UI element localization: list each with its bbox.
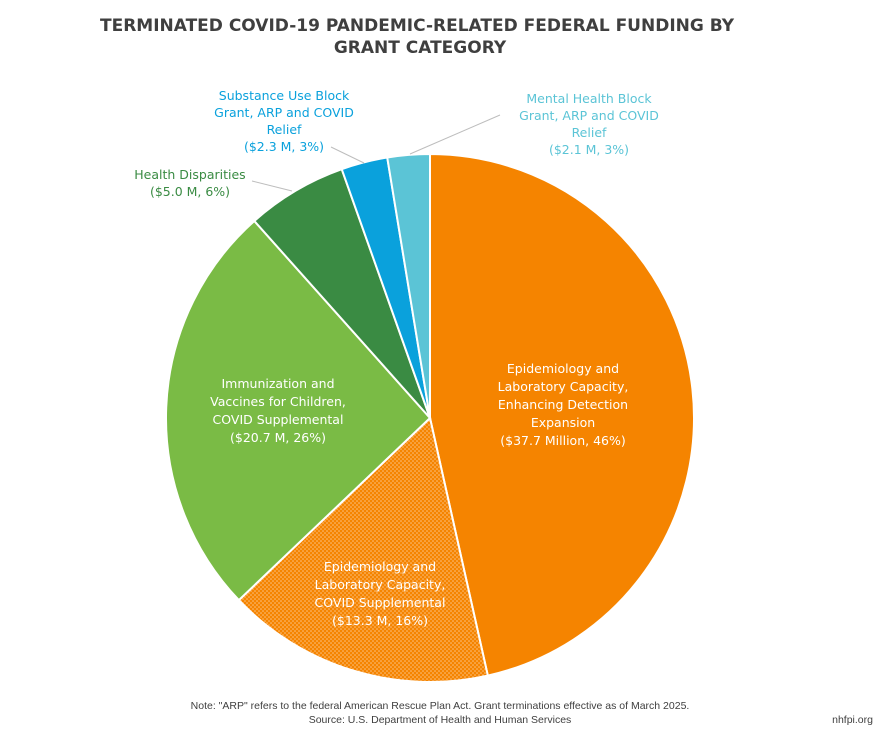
slice-label-epidemiology-and-laboratory-capacity-covid-supplemental: Epidemiology and Laboratory Capacity, COVI… (315, 559, 446, 628)
slice-label-substance-use-block-grant-arp-and-covid-relief: Substance Use Block Grant, ARP and COVID R… (214, 88, 354, 154)
pie-slice-mental-health-block-grant-arp-and-covid-relief (386, 152, 431, 419)
pie-slices (165, 152, 695, 683)
slice-label-mental-health-block-grant-arp-and-covid-relief: Mental Health Block Grant, ARP and COVID R… (519, 91, 659, 157)
chart-title: TERMINATED COVID-19 PANDEMIC-RELATED FED… (100, 16, 740, 58)
slice-label-line: COVID Supplemental (315, 595, 446, 610)
chart-title-line-2: GRANT CATEGORY (334, 38, 507, 58)
leader-line-health-disparities (251, 180, 293, 192)
slice-label-line: Enhancing Detection (498, 397, 628, 412)
slice-label-line: ($5.0 M, 6%) (150, 184, 230, 199)
footnote-source: Source: U.S. Department of Health and Hu… (309, 714, 572, 726)
slice-label-line: ($37.7 Million, 46%) (500, 433, 626, 448)
slice-label-health-disparities: Health Disparities ($5.0 M, 6%) (134, 167, 245, 199)
slice-labels: Epidemiology and Laboratory Capacity, Enha… (134, 88, 659, 628)
slice-label-line: Relief (267, 122, 302, 137)
slice-label-line: Mental Health Block (526, 91, 652, 106)
slice-label-line: Immunization and (221, 376, 334, 391)
slice-label-line: ($2.3 M, 3%) (244, 139, 324, 154)
slice-label-line: ($13.3 M, 16%) (332, 613, 428, 628)
slice-label-line: Grant, ARP and COVID (519, 108, 659, 123)
slice-label-line: Grant, ARP and COVID (214, 105, 354, 120)
slice-label-epidemiology-and-laboratory-capacity-enhancing-detection-expansion: Epidemiology and Laboratory Capacity, Enha… (498, 361, 629, 448)
slice-label-line: Health Disparities (134, 167, 245, 182)
slice-label-line: Epidemiology and (507, 361, 619, 376)
chart-title-line-1: TERMINATED COVID-19 PANDEMIC-RELATED FED… (100, 16, 735, 36)
footnote-note: Note: "ARP" refers to the federal Americ… (191, 700, 690, 712)
slice-label-line: Epidemiology and (324, 559, 436, 574)
slice-label-immunization-and-vaccines-for-children-covid-supplemental: Immunization and Vaccines for Children, CO… (210, 376, 346, 445)
leader-line-mental-health-block-grant-arp-and-covid-relief (409, 114, 501, 155)
leader-lines (251, 114, 501, 192)
slice-label-line: Expansion (531, 415, 595, 430)
slice-label-line: Substance Use Block (219, 88, 350, 103)
pie-slice-epidemiology-and-laboratory-capacity-enhancing-detection-expansion (429, 152, 695, 677)
slice-label-line: Relief (572, 125, 607, 140)
slice-label-line: ($2.1 M, 3%) (549, 142, 629, 157)
pie-slice-epidemiology-and-laboratory-capacity-covid-supplemental (237, 416, 490, 683)
slice-label-line: ($20.7 M, 26%) (230, 430, 326, 445)
slice-label-line: COVID Supplemental (213, 412, 344, 427)
brand-url: nhfpi.org (832, 714, 873, 726)
leader-line-substance-use-block-grant-arp-and-covid-relief (330, 146, 365, 164)
slice-label-line: Laboratory Capacity, (315, 577, 446, 592)
pie-slice-immunization-and-vaccines-for-children-covid-supplemental (165, 219, 432, 602)
slice-label-line: Laboratory Capacity, (498, 379, 629, 394)
slice-label-line: Vaccines for Children, (210, 394, 346, 409)
